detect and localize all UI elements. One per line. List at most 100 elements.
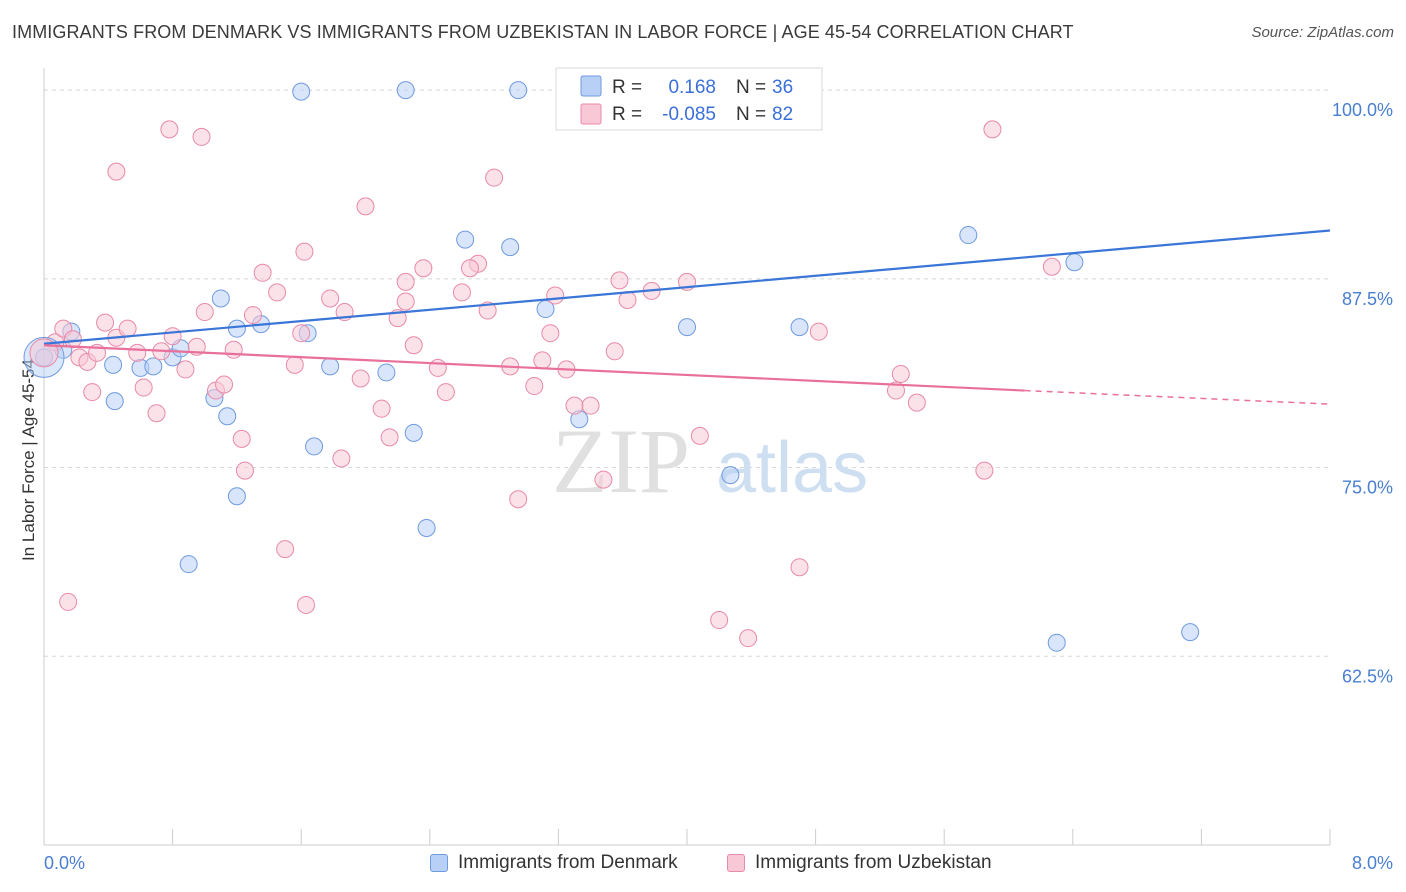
point-denmark (396, 81, 415, 100)
point-uzbekistan (485, 168, 504, 187)
point-uzbekistan (404, 336, 423, 355)
point-uzbekistan (232, 429, 251, 448)
point-denmark (179, 555, 198, 574)
legend-r-label-uzbekistan: R = (612, 104, 642, 125)
point-uzbekistan (147, 404, 166, 423)
x-tick-label: 0.0% (44, 853, 85, 873)
point-uzbekistan (396, 292, 415, 311)
legend-swatch-uzbekistan (580, 103, 602, 125)
trend-lines (43, 229, 1331, 405)
point-uzbekistan (525, 377, 544, 396)
point-uzbekistan (96, 313, 115, 332)
point-denmark (377, 363, 396, 382)
point-uzbekistan (809, 322, 828, 341)
source-credit: Source: ZipAtlas.com (1251, 24, 1394, 41)
point-uzbekistan (460, 259, 479, 278)
point-uzbekistan (351, 369, 370, 388)
point-denmark (509, 81, 528, 100)
axes (43, 68, 1331, 846)
legend-swatch-uzbekistan-bottom (727, 854, 745, 872)
legend-r-value-denmark: 0.168 (668, 77, 716, 98)
point-uzbekistan (436, 383, 455, 402)
point-uzbekistan (452, 283, 471, 302)
legend-label-uzbekistan: Immigrants from Uzbekistan (755, 852, 992, 873)
point-uzbekistan (886, 381, 905, 400)
point-uzbekistan (541, 324, 560, 343)
legend-n-value-denmark: 36 (772, 77, 793, 98)
point-uzbekistan (118, 319, 137, 338)
point-denmark (105, 392, 124, 411)
y-tick-labels: 62.5% 75.0% 87.5% 100.0% (1332, 100, 1393, 686)
legend-n-value-uzbekistan: 82 (772, 104, 793, 125)
legend-r-label-denmark: R = (612, 77, 642, 98)
point-uzbekistan (268, 283, 287, 302)
point-uzbekistan (160, 120, 179, 139)
point-denmark (292, 82, 311, 101)
legend-item-uzbekistan: Immigrants from Uzbekistan (727, 852, 992, 874)
y-axis-label: In Labor Force | Age 45-54 (19, 359, 38, 561)
y-tick-label: 62.5% (1342, 666, 1393, 686)
point-uzbekistan (1042, 257, 1061, 276)
point-uzbekistan (356, 197, 375, 216)
point-uzbekistan (414, 259, 433, 278)
point-uzbekistan (215, 375, 234, 394)
point-uzbekistan (372, 399, 391, 418)
point-uzbekistan (690, 426, 709, 445)
y-tick-label: 87.5% (1342, 289, 1393, 309)
point-denmark (959, 226, 978, 245)
point-uzbekistan (235, 461, 254, 480)
point-denmark (211, 289, 230, 308)
point-uzbekistan (509, 490, 528, 509)
legend-item-denmark: Immigrants from Denmark (430, 852, 678, 874)
point-denmark (321, 357, 340, 376)
point-uzbekistan (321, 289, 340, 308)
trend-line-uzbekistan-extension (1024, 389, 1331, 405)
point-denmark (1181, 623, 1200, 642)
point-uzbekistan (907, 393, 926, 412)
x-tick-labels: 0.0% 8.0% (44, 853, 1393, 873)
point-uzbekistan (63, 330, 82, 349)
point-uzbekistan (983, 120, 1002, 139)
point-denmark (305, 437, 324, 456)
point-uzbekistan (292, 324, 311, 343)
trend-line-uzbekistan (43, 344, 1025, 392)
point-denmark (417, 518, 436, 537)
point-uzbekistan (134, 378, 153, 397)
point-uzbekistan (224, 340, 243, 359)
point-uzbekistan (565, 396, 584, 415)
point-uzbekistan (478, 301, 497, 320)
point-uzbekistan (581, 396, 600, 415)
point-denmark (501, 238, 520, 257)
point-uzbekistan (790, 558, 809, 577)
point-denmark (790, 318, 809, 337)
point-uzbekistan (243, 306, 262, 325)
chart-title: IMMIGRANTS FROM DENMARK VS IMMIGRANTS FR… (12, 22, 1074, 42)
point-denmark (678, 318, 696, 337)
point-denmark (404, 423, 423, 442)
watermark-atlas: atlas (716, 428, 868, 508)
point-uzbekistan (332, 449, 351, 468)
point-uzbekistan (546, 286, 565, 305)
point-uzbekistan (192, 127, 211, 146)
point-uzbekistan (83, 383, 102, 402)
data-points (23, 81, 1200, 652)
point-denmark (1065, 253, 1084, 272)
legend-swatch-denmark-bottom (430, 854, 448, 872)
point-uzbekistan (59, 592, 78, 611)
trend-line-denmark (43, 229, 1331, 345)
point-uzbekistan (295, 242, 314, 261)
point-uzbekistan (710, 611, 729, 630)
point-uzbekistan (610, 271, 629, 290)
legend-swatch-denmark (580, 75, 602, 97)
point-denmark (218, 407, 237, 426)
point-denmark (104, 355, 123, 374)
point-uzbekistan (195, 303, 214, 322)
point-uzbekistan (128, 343, 147, 362)
point-uzbekistan (285, 355, 304, 374)
point-uzbekistan (891, 364, 910, 383)
point-uzbekistan (297, 595, 316, 614)
point-uzbekistan (594, 470, 613, 489)
legend-n-label-uzbekistan: N = (736, 104, 766, 125)
grid-lines (44, 89, 1330, 657)
